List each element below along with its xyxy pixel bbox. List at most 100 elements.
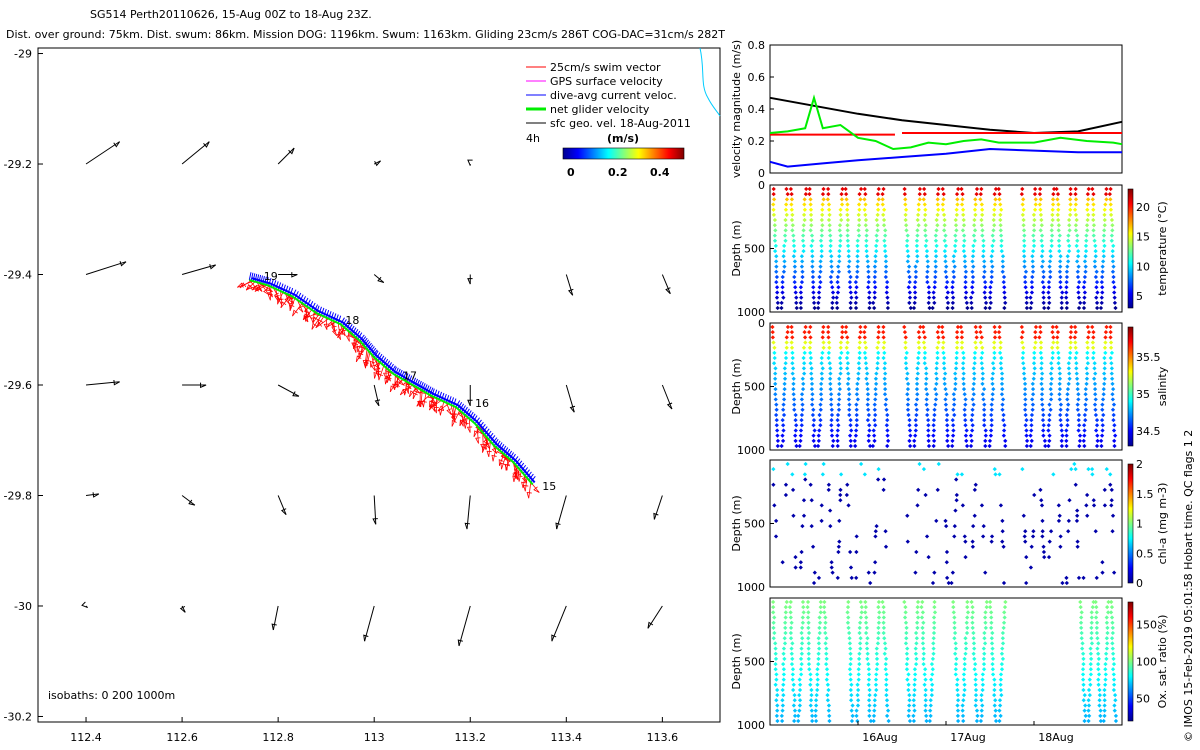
swim-vector — [305, 306, 308, 322]
section-point — [810, 397, 815, 402]
dac-vector — [431, 388, 435, 397]
legend-entry-net: net glider velocity — [550, 103, 650, 116]
section-point — [1094, 610, 1099, 615]
section-point — [993, 698, 998, 703]
section-point — [876, 335, 881, 340]
swim-vector-head — [267, 290, 274, 298]
section-point — [847, 280, 853, 285]
section-point — [874, 381, 879, 387]
section-point — [817, 615, 822, 620]
dac-vector — [330, 312, 334, 320]
section-point — [914, 656, 919, 662]
section-point — [1058, 285, 1063, 290]
section-point — [924, 397, 929, 402]
geo-vector-arrow-head — [203, 141, 210, 148]
section-point — [809, 687, 814, 693]
section-point — [847, 402, 852, 407]
geo-vector-arrow-head — [372, 518, 378, 525]
section-point — [916, 223, 921, 228]
section-point — [863, 610, 868, 615]
section-point — [1092, 264, 1098, 269]
section-point — [1101, 412, 1106, 418]
section-point — [933, 402, 938, 407]
section-point — [906, 412, 911, 418]
section-point — [784, 202, 789, 207]
section-point — [1039, 397, 1045, 402]
section-point — [973, 340, 978, 345]
section-point — [829, 397, 834, 402]
section-point — [1106, 599, 1111, 605]
section-point — [962, 259, 968, 264]
section-point — [916, 207, 921, 212]
geo-vector-arrow — [458, 605, 471, 647]
section-point — [827, 361, 832, 366]
section-point — [905, 646, 910, 651]
section-point — [1099, 295, 1104, 300]
swim-vector-head — [430, 401, 437, 408]
section-point — [949, 580, 954, 586]
section-point — [873, 386, 878, 392]
section-point — [931, 433, 936, 438]
section-point — [916, 350, 921, 355]
section-point — [809, 233, 815, 238]
section-point — [849, 428, 854, 433]
section-point — [884, 423, 889, 428]
section-point — [971, 392, 976, 397]
section-point — [1110, 646, 1115, 651]
section-point — [907, 698, 912, 703]
section-point — [991, 228, 996, 233]
section-point — [1024, 555, 1029, 560]
section-point — [913, 274, 918, 280]
section-point — [791, 254, 796, 259]
section-point — [788, 186, 794, 192]
section-point — [811, 433, 816, 438]
dac-vector — [398, 369, 403, 378]
section-point — [987, 438, 993, 443]
swim-vector — [430, 400, 442, 408]
section-point — [830, 290, 836, 295]
section-point — [813, 698, 819, 703]
section-point — [981, 407, 987, 412]
section-point — [915, 620, 920, 625]
section-point — [773, 392, 778, 397]
section-point — [1002, 610, 1007, 615]
section-point — [882, 350, 887, 355]
section-point — [975, 713, 980, 718]
section-point — [1109, 361, 1114, 366]
section-point — [1110, 376, 1115, 381]
section-point — [881, 630, 886, 636]
section-point — [982, 651, 987, 656]
section-point — [972, 376, 977, 381]
section-point — [827, 345, 832, 350]
swim-vector-head — [513, 471, 519, 479]
section-point — [1021, 248, 1027, 254]
section-point — [783, 620, 788, 625]
section-point — [992, 207, 997, 212]
swim-vector-head — [475, 437, 481, 444]
section-point — [799, 549, 804, 555]
section-point — [945, 305, 950, 311]
geo-vector-arrow-head — [464, 522, 470, 530]
section-point — [1103, 350, 1108, 355]
section-point — [1094, 305, 1100, 311]
swim-vector-head — [413, 387, 421, 394]
section-point — [1059, 305, 1064, 311]
section-point — [790, 641, 795, 646]
section-point — [912, 285, 917, 290]
section-point — [950, 300, 956, 305]
section-point — [913, 428, 918, 433]
section-point — [872, 290, 877, 295]
section-point — [952, 264, 957, 269]
section-point — [1099, 438, 1104, 443]
section-point — [990, 376, 995, 381]
section-point — [965, 610, 971, 615]
section-point — [953, 233, 958, 238]
geo-vector-arrow-head — [551, 634, 557, 642]
map-y-tick-label: -30 — [14, 600, 32, 613]
section-point — [972, 513, 977, 518]
section-point — [783, 610, 788, 615]
section-point — [875, 202, 880, 207]
section-point — [914, 376, 920, 381]
section-point — [863, 361, 869, 366]
section-point — [803, 477, 808, 482]
